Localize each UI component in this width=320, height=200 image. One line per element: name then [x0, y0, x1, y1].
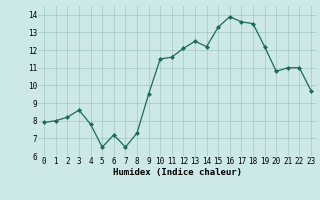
X-axis label: Humidex (Indice chaleur): Humidex (Indice chaleur)	[113, 168, 242, 177]
